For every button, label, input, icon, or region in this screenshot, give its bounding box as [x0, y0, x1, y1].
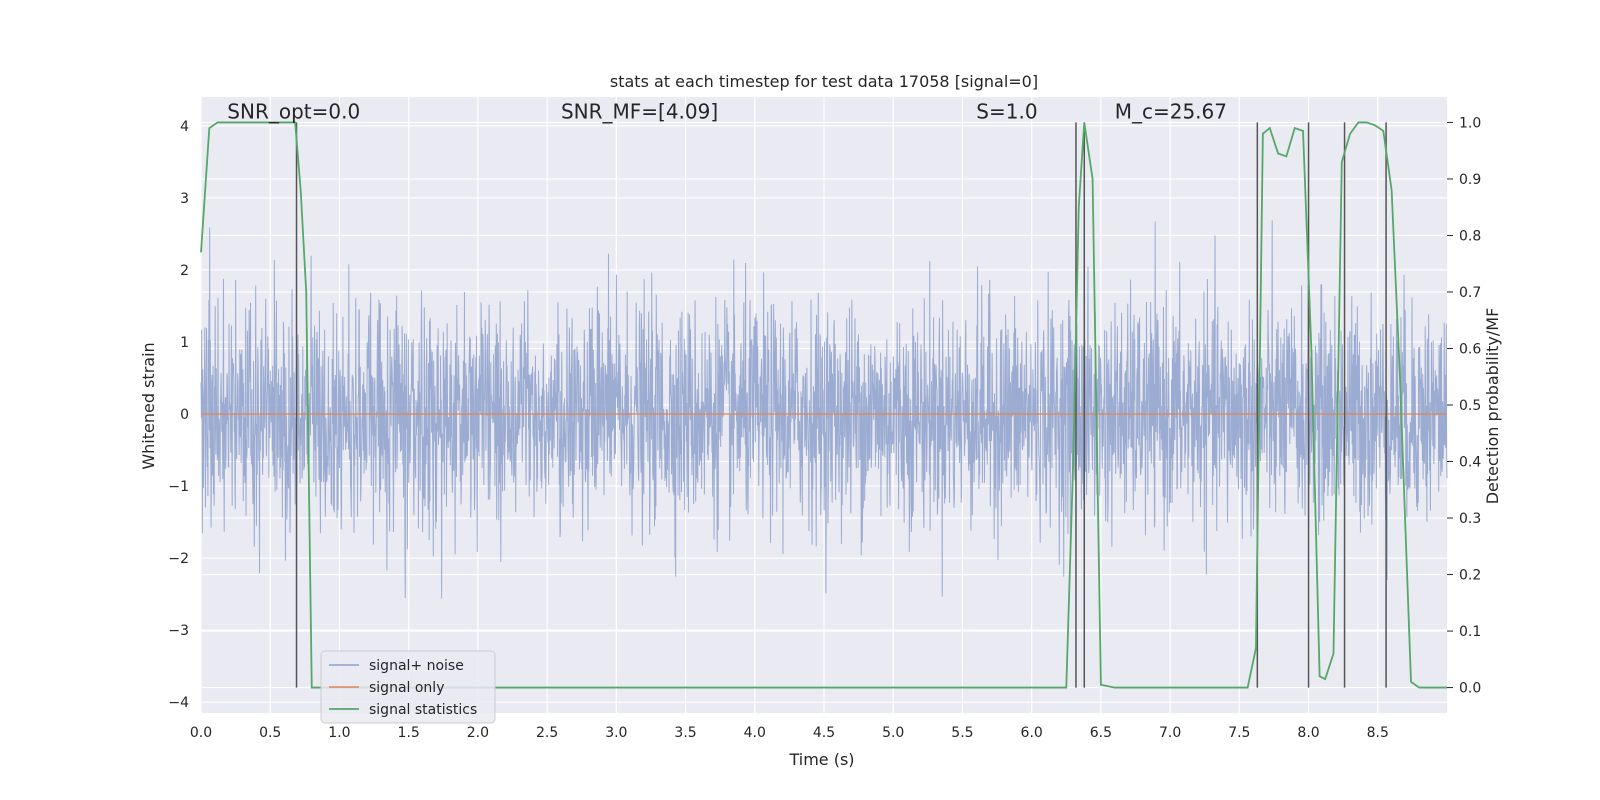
- y-ticks: −4 −3 −2 −1 0 1 2 3 4: [168, 119, 189, 711]
- x-tick-label: 5.5: [951, 725, 973, 741]
- y2-tick-label: 0.5: [1459, 398, 1481, 414]
- legend-entry: signal+ noise: [369, 658, 464, 674]
- y2-axis-label: Detection probability/MF: [1483, 308, 1502, 505]
- x-tick-label: 4.5: [813, 725, 835, 741]
- x-tick-label: 3.0: [605, 725, 627, 741]
- annotation-text: M_c=25.67: [1115, 100, 1227, 124]
- y-tick-label: −1: [168, 479, 189, 495]
- series-line-signal-noise: [200, 220, 1448, 599]
- legend: signal+ noise signal only signal statistic…: [320, 650, 496, 724]
- x-tick-label: 2.5: [536, 725, 558, 741]
- x-tick-label: 7.0: [1159, 725, 1181, 741]
- x-tick-label: 0.0: [190, 725, 212, 741]
- y2-ticks: 0.0 0.1 0.2 0.3 0.4 0.5 0.6 0.7 0.8 0.9 1.0: [1447, 115, 1481, 697]
- x-tick-label: 8.0: [1297, 725, 1319, 741]
- legend-entry: signal only: [369, 680, 444, 696]
- signal-statistics-series: [200, 121, 1447, 689]
- annotation-text: SNR_opt=0.0: [227, 100, 360, 124]
- x-tick-label: 5.0: [882, 725, 904, 741]
- x-axis-label: Time (s): [788, 750, 854, 769]
- y-tick-label: 0: [180, 407, 189, 423]
- y2-tick-label: 0.6: [1459, 341, 1481, 357]
- x-tick-label: 1.5: [398, 725, 420, 741]
- y-tick-label: −4: [168, 695, 189, 711]
- y2-tick-label: 0.1: [1459, 624, 1481, 640]
- y2-tick-label: 0.3: [1459, 511, 1481, 527]
- annotation-text: S=1.0: [976, 100, 1037, 124]
- y2-tick-label: 0.0: [1459, 681, 1481, 697]
- y-tick-label: 1: [180, 335, 189, 351]
- x-tick-label: 6.0: [1021, 725, 1043, 741]
- annotation-text: SNR_MF=[4.09]: [561, 100, 718, 124]
- y-tick-label: −2: [168, 551, 189, 567]
- x-tick-label: 8.5: [1367, 725, 1389, 741]
- x-tick-label: 1.0: [328, 725, 350, 741]
- y2-tick-label: 0.7: [1459, 285, 1481, 301]
- y-tick-label: 4: [180, 119, 189, 135]
- x-ticks: 0.0 0.5 1.0 1.5 2.0 2.5 3.0 3.5 4.0 4.5 5.0 5.5 6.0 6…: [190, 725, 1389, 741]
- series-line-signal-statistics: [200, 121, 1447, 689]
- legend-entry: signal statistics: [369, 702, 477, 718]
- x-tick-label: 2.0: [467, 725, 489, 741]
- y-axis-label: Whitened strain: [139, 342, 158, 469]
- y2-tick-label: 1.0: [1459, 115, 1481, 131]
- chart-title: stats at each timestep for test data 170…: [610, 72, 1038, 91]
- y2-tick-label: 0.9: [1459, 172, 1481, 188]
- annotations: SNR_opt=0.0 SNR_MF=[4.09] S=1.0 M_c=25.67: [227, 100, 1227, 124]
- y-tick-label: 3: [180, 191, 189, 207]
- x-tick-label: 3.5: [674, 725, 696, 741]
- signal-noise-series: [200, 220, 1448, 599]
- x-tick-label: 7.5: [1228, 725, 1250, 741]
- y2-tick-label: 0.4: [1459, 455, 1481, 471]
- y2-tick-label: 0.8: [1459, 228, 1481, 244]
- y-tick-label: 2: [180, 263, 189, 279]
- x-tick-label: 0.5: [259, 725, 281, 741]
- legend-box: [320, 650, 496, 724]
- x-tick-label: 4.0: [744, 725, 766, 741]
- x-tick-label: 6.5: [1090, 725, 1112, 741]
- y-tick-label: −3: [168, 623, 189, 639]
- y2-tick-label: 0.2: [1459, 568, 1481, 584]
